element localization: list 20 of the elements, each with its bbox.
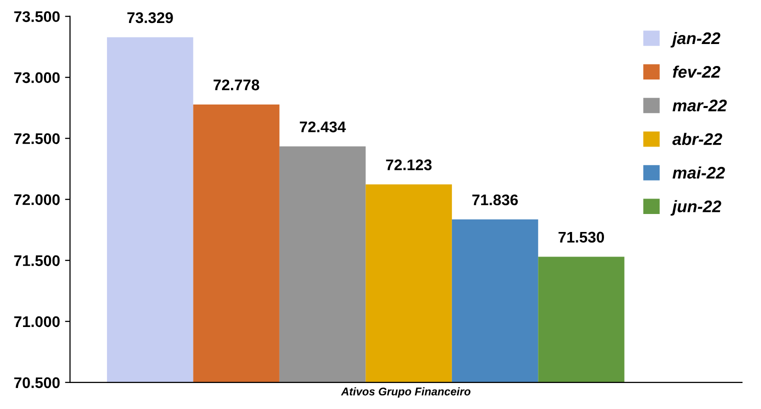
data-label: 71.530	[558, 232, 604, 243]
y-tick-label: 70.500	[14, 377, 60, 388]
legend-label: abr-22	[672, 132, 722, 146]
legend-label: jan-22	[670, 32, 720, 48]
legend-label: mar-22	[672, 100, 727, 112]
data-label: 71.836	[472, 194, 518, 206]
y-tick-label: 71.000	[14, 316, 60, 328]
data-label: 72.123	[386, 159, 432, 170]
y-tick-label: 72.500	[14, 133, 60, 144]
legend-label: mai-22	[672, 166, 725, 179]
data-label: 72.778	[214, 80, 260, 90]
legend-label: fev-22	[672, 66, 720, 78]
x-tick-label: Ativos Grupo Financeiro	[340, 387, 470, 398]
y-tick-label: 71.500	[14, 255, 60, 266]
y-tick-label: 73.000	[14, 72, 60, 84]
y-tick-label: 73.500	[14, 11, 60, 22]
y-tick-label: 72.000	[14, 194, 60, 206]
legend-label: jun-22	[670, 200, 722, 216]
data-label: 72.434	[300, 121, 346, 132]
data-label: 73.329	[127, 12, 173, 24]
